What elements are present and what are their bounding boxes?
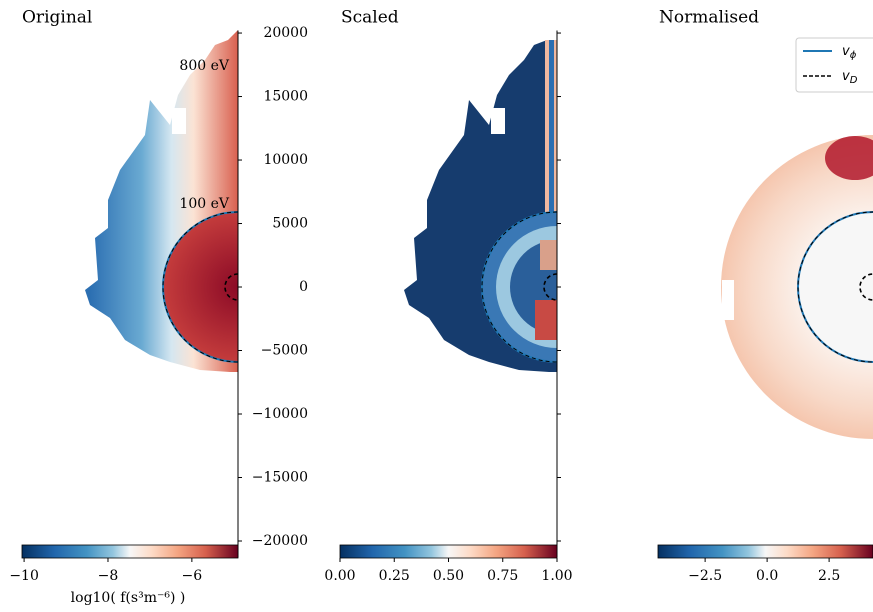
colorbar-tick-label: 0.0 <box>756 568 778 584</box>
y-tick-label: 0 <box>299 279 308 295</box>
colorbar-tick-label: −6 <box>182 568 203 584</box>
legend-subscript: D <box>850 75 858 86</box>
colorbar-tick-label: −8 <box>98 568 119 584</box>
legend-symbol: v <box>842 69 850 84</box>
y-tick-label: 20000 <box>263 25 308 41</box>
colorbar-tick-label: 1.00 <box>541 568 572 584</box>
colorbar-tick-label: 0.75 <box>487 568 518 584</box>
panel-title: Normalised <box>659 8 759 28</box>
colorbar-tick-label: −2.5 <box>688 568 722 584</box>
colorbar-label: log10( f(s³m⁻⁶) ) <box>71 590 186 606</box>
legend-label: vϕ <box>842 44 857 62</box>
panel-title: Original <box>22 8 92 28</box>
y-tick-label: −10000 <box>252 406 308 422</box>
y-tick-label: 10000 <box>263 152 308 168</box>
heatmap-original <box>85 30 239 372</box>
legend-subscript: ϕ <box>850 50 857 61</box>
heatmap-normalised <box>721 135 873 439</box>
legend-label: vD <box>842 69 858 87</box>
panel-title: Scaled <box>341 8 399 28</box>
colorbar-tick-label: 0.00 <box>324 568 355 584</box>
colorbar <box>657 544 873 559</box>
colorbar-tick-label: 2.5 <box>818 568 840 584</box>
legend-box <box>795 37 873 93</box>
colorbar <box>21 544 239 559</box>
heatmap-scaled <box>404 40 558 372</box>
annotation: 100 eV <box>179 196 229 212</box>
y-tick-label: 5000 <box>272 216 308 232</box>
annotation: 800 eV <box>179 58 229 74</box>
y-tick-label: −15000 <box>252 469 308 485</box>
y-tick-label: 15000 <box>263 89 308 105</box>
colorbar <box>339 544 558 559</box>
colorbar-tick-label: 0.50 <box>433 568 464 584</box>
y-tick-label: −5000 <box>261 343 308 359</box>
legend-symbol: v <box>842 44 850 59</box>
colorbar-tick-label: 0.25 <box>379 568 410 584</box>
colorbar-tick-label: −10 <box>9 568 39 584</box>
y-tick-label: −20000 <box>252 533 308 549</box>
